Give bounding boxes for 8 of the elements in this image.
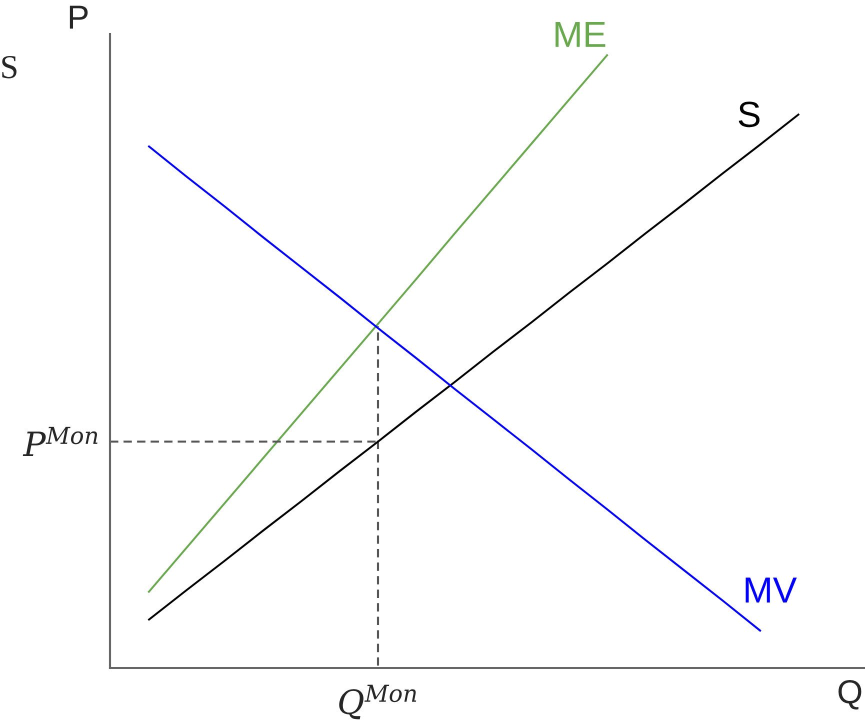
series-label: MV [746,578,797,603]
text: S [2,56,16,78]
x-axis-title: Q [838,680,862,710]
series-label: S [738,102,760,128]
series-label: ME [556,22,606,47]
text: P$^{Mon}$ [22,426,98,456]
text: Q$^{Mon}$ [339,684,416,720]
y-axis-title: P [70,6,88,29]
